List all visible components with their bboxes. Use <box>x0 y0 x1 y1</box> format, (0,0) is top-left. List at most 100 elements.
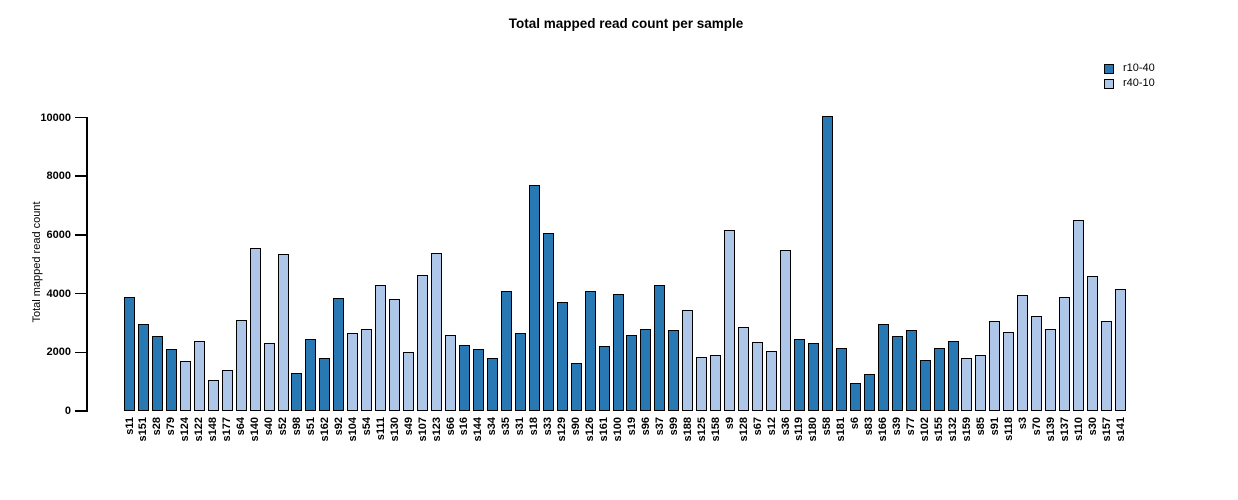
bar <box>528 185 540 411</box>
x-tick-label: s137 <box>1058 417 1071 442</box>
x-tick-label: s100 <box>612 417 625 442</box>
x-tick-label: s31 <box>514 417 527 436</box>
y-tick-label: 8000 <box>46 170 71 183</box>
legend-swatch-r40-10 <box>1104 78 1114 89</box>
x-tick-label: s177 <box>221 417 234 442</box>
bar <box>1003 331 1015 411</box>
x-tick-label: s188 <box>681 417 694 442</box>
bar <box>975 355 987 411</box>
x-tick-label: s51 <box>304 417 317 436</box>
x-tick-label: s91 <box>988 417 1001 436</box>
bar <box>137 324 149 411</box>
x-tick-label: s6 <box>849 417 862 430</box>
x-tick-label: s34 <box>486 417 499 436</box>
x-tick-label: s66 <box>444 417 457 436</box>
x-tick-label: s39 <box>891 417 904 436</box>
x-tick-label: s155 <box>933 417 946 442</box>
bar <box>458 344 470 411</box>
x-tick-label: s181 <box>835 417 848 442</box>
bar <box>849 383 861 411</box>
x-tick-label: s162 <box>318 417 331 442</box>
x-tick-label: s90 <box>570 417 583 436</box>
x-tick-label: s161 <box>598 417 611 442</box>
bar <box>347 333 359 411</box>
legend-label: r40-10 <box>1123 77 1155 89</box>
y-axis-tick <box>75 234 87 236</box>
x-tick-label: s49 <box>402 417 415 436</box>
y-tick-label: 2000 <box>46 346 71 359</box>
x-tick-label: s148 <box>207 417 220 442</box>
x-tick-label: s64 <box>235 417 248 436</box>
y-axis-line <box>86 117 88 412</box>
bar <box>305 339 317 411</box>
bar <box>375 284 387 411</box>
bar <box>696 356 708 411</box>
bar <box>403 352 415 411</box>
bar <box>612 293 624 411</box>
bar <box>933 347 945 411</box>
y-tick-label: 6000 <box>46 228 71 241</box>
x-tick-label: s83 <box>863 417 876 436</box>
bar <box>500 290 512 411</box>
x-tick-label: s11 <box>123 417 136 435</box>
y-tick-label: 10000 <box>40 111 71 124</box>
y-axis-tick <box>75 410 87 412</box>
x-tick-label: s124 <box>179 417 192 442</box>
bar <box>640 328 652 411</box>
legend-label: r10-40 <box>1123 62 1155 74</box>
bar <box>556 302 568 411</box>
bar <box>486 358 498 411</box>
y-axis-label: Total mapped read count <box>31 201 43 323</box>
bar <box>807 343 819 411</box>
bar <box>1115 289 1127 411</box>
bar <box>891 336 903 411</box>
bar <box>766 350 778 411</box>
bar <box>179 361 191 411</box>
x-tick-label: s140 <box>249 417 262 442</box>
x-tick-label: s180 <box>807 417 820 442</box>
bar <box>319 358 331 411</box>
y-axis-tick <box>75 116 87 119</box>
x-tick-label: s158 <box>709 417 722 442</box>
bar <box>263 343 275 411</box>
bar <box>947 340 959 411</box>
legend-item: r10-40 <box>1104 61 1155 76</box>
bar <box>598 346 610 411</box>
x-tick-label: s126 <box>584 417 597 442</box>
bar <box>724 230 736 411</box>
x-tick-label: s157 <box>1100 417 1113 442</box>
x-tick-label: s110 <box>1072 417 1085 441</box>
bar <box>1059 296 1071 411</box>
bar <box>333 298 345 411</box>
bar <box>793 339 805 411</box>
bar <box>682 309 694 411</box>
x-tick-label: s54 <box>360 417 373 436</box>
x-tick-label: s104 <box>346 417 359 442</box>
x-tick-label: s132 <box>947 417 960 442</box>
y-tick-label: 0 <box>64 405 71 417</box>
x-tick-label: s107 <box>416 417 429 442</box>
x-tick-label: s92 <box>332 417 345 436</box>
x-tick-label: s79 <box>165 417 178 436</box>
bar <box>193 340 205 411</box>
x-tick-label: s118 <box>1002 417 1015 441</box>
x-tick-label: s123 <box>430 417 443 442</box>
chart-title: Total mapped read count per sample <box>508 16 744 31</box>
x-tick-label: s70 <box>1030 417 1043 436</box>
bar <box>1101 321 1113 411</box>
bar <box>542 233 554 411</box>
bar <box>249 248 261 411</box>
bar <box>417 274 429 411</box>
bar <box>472 349 484 411</box>
x-tick-label: s125 <box>695 417 708 442</box>
x-tick-label: s58 <box>821 417 834 436</box>
x-tick-label: s12 <box>765 417 778 436</box>
x-tick-label: s96 <box>639 417 652 436</box>
x-tick-label: s99 <box>667 417 680 436</box>
bar <box>877 324 889 411</box>
bar <box>570 362 582 411</box>
x-tick-label: s77 <box>905 417 918 436</box>
bar <box>905 330 917 411</box>
x-tick-label: s144 <box>472 417 485 442</box>
